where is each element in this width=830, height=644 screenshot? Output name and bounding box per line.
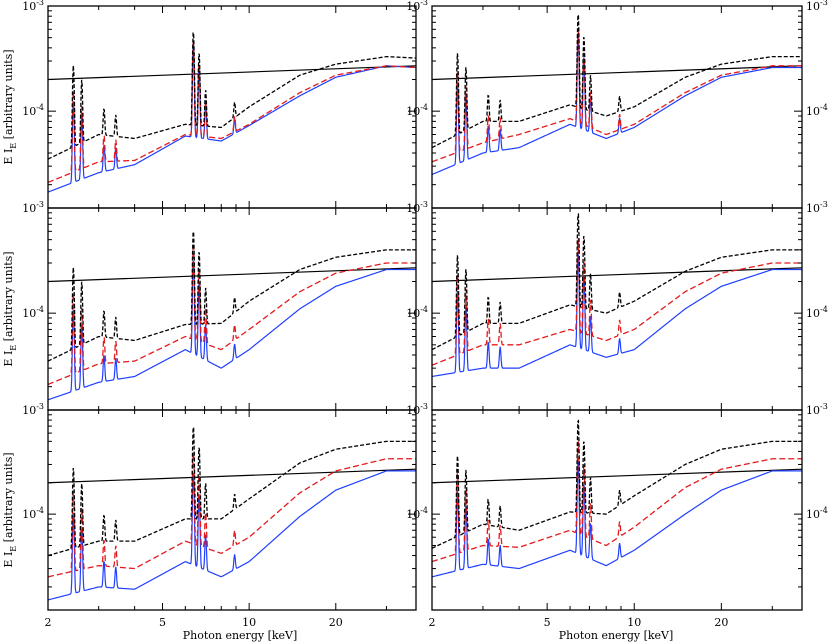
- x-tick-label: 2: [429, 616, 436, 629]
- y-tick-label: 10-3: [806, 200, 828, 215]
- y-tick-label: 10-3: [22, 402, 44, 417]
- series-red: [48, 451, 416, 578]
- panel-frame: [47, 5, 417, 209]
- y-tick-label-left: 10-4: [406, 103, 428, 118]
- series-black: [432, 213, 802, 351]
- series-black: [48, 230, 416, 362]
- y-tick-label: 10-4: [22, 305, 44, 320]
- series-blue: [48, 260, 416, 401]
- x-tick-label: 10: [242, 616, 256, 629]
- series-red: [432, 441, 802, 563]
- panel-frame: [47, 207, 417, 411]
- x-tick-label: 20: [329, 616, 343, 629]
- y-tick-label: 10-3: [806, 402, 828, 417]
- incident-continuum-line: [48, 267, 416, 283]
- series-red: [432, 28, 802, 163]
- y-tick-label: 10-4: [806, 103, 828, 118]
- series-black: [432, 419, 802, 549]
- panel-2-1: 10-4 10-4 10-3 10-3 2 5 10 20: [406, 402, 828, 629]
- x-tick-label: 20: [714, 616, 728, 629]
- y-tick-label: 10-3: [22, 0, 44, 13]
- y-tick-label: 10-4: [22, 506, 44, 521]
- panel-0-1: 10-4 10-4 10-3 10-3: [406, 0, 828, 209]
- series-blue: [48, 43, 416, 193]
- x-tick-label: 2: [45, 616, 52, 629]
- incident-continuum-line: [432, 267, 802, 283]
- y-tick-label: 10-3: [806, 0, 828, 13]
- series-blue: [48, 470, 416, 601]
- y-axis-label-row-2: E IE [arbitrary units]: [2, 452, 18, 567]
- incident-continuum-line: [432, 65, 802, 81]
- panel-frame: [47, 409, 417, 611]
- incident-continuum-line: [48, 468, 416, 484]
- series-blue: [432, 254, 802, 378]
- y-tick-label: 10-3: [22, 200, 44, 215]
- series-blue: [432, 34, 802, 176]
- y-axis-label-row-0: E IE [arbitrary units]: [2, 49, 18, 164]
- y-tick-label-left: 10-4: [406, 305, 428, 320]
- series-blue: [432, 461, 802, 578]
- series-red: [48, 245, 416, 386]
- y-tick-label: 10-4: [22, 103, 44, 118]
- y-tick-label-left: 10-3: [406, 200, 428, 215]
- y-tick-label-left: 10-3: [406, 0, 428, 13]
- y-axis-label-row-1: E IE [arbitrary units]: [2, 251, 18, 366]
- series-black: [48, 425, 416, 557]
- series-black: [48, 31, 416, 160]
- y-tick-label-left: 10-3: [406, 402, 428, 417]
- panel-1-0: 10-4 10-3: [22, 200, 417, 411]
- x-tick-label: 5: [544, 616, 551, 629]
- incident-continuum-line: [48, 65, 416, 81]
- panels-group: 10-410-310-4 10-410-3 10-310-410-310-4 10-4…: [22, 0, 828, 629]
- panel-2-0: 10-4 10-3 2 5 10 20: [22, 402, 417, 629]
- x-axis-label-left: Photon energy [keV]: [183, 629, 298, 642]
- x-axis-label-right: Photon energy [keV]: [559, 629, 674, 642]
- series-red: [48, 41, 416, 184]
- y-tick-label: 10-4: [806, 506, 828, 521]
- y-tick-label: 10-4: [806, 305, 828, 320]
- incident-continuum-line: [432, 468, 802, 484]
- series-black: [432, 13, 802, 149]
- y-tick-label-left: 10-4: [406, 506, 428, 521]
- series-red: [432, 238, 802, 366]
- x-tick-label: 5: [159, 616, 166, 629]
- panel-1-1: 10-4 10-4 10-3 10-3: [406, 200, 828, 411]
- panel-0-0: 10-4 10-3: [22, 0, 417, 209]
- x-tick-label: 10: [627, 616, 641, 629]
- panel-frame: [431, 409, 803, 611]
